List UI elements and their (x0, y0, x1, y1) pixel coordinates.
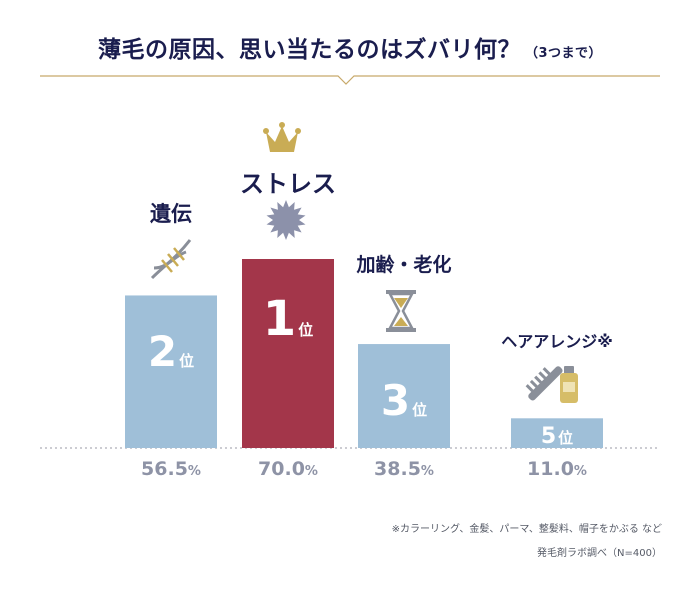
rank-number: 5 (540, 424, 557, 450)
bar-3 (358, 344, 450, 448)
icons-group (150, 122, 578, 403)
rank-suffix: 位 (558, 429, 574, 448)
percent-value: 38.5 (374, 458, 421, 480)
comb-and-tube-icon (525, 366, 578, 403)
percent-label: 11.0% (502, 458, 612, 480)
hourglass-icon (386, 290, 416, 332)
percent-label: 70.0% (233, 458, 343, 480)
rank-suffix: 位 (412, 401, 428, 420)
bar-4 (511, 418, 603, 448)
percent-label: 38.5% (349, 458, 459, 480)
percent-unit: % (187, 464, 201, 479)
chart-title: 薄毛の原因、思い当たるのはズバリ何？ （3つまで） (0, 30, 700, 64)
percent-value: 70.0 (258, 458, 305, 480)
category-label: ストレス (240, 170, 336, 198)
stress-burst-icon (266, 200, 306, 240)
rank-number: 1 (262, 291, 297, 347)
bar-2 (242, 259, 334, 448)
bars-group (125, 259, 603, 448)
chart-title-main: 薄毛の原因、思い当たるのはズバリ何？ (97, 37, 521, 63)
percent-value: 56.5 (141, 458, 188, 480)
percent-value: 11.0 (527, 458, 574, 480)
rank-suffix: 位 (298, 321, 314, 339)
bar-1 (125, 295, 217, 448)
rank-number: 3 (380, 376, 411, 426)
percent-unit: % (420, 464, 434, 479)
footnote: ※カラーリング、金髪、パーマ、整髪料、帽子をかぶる など (391, 524, 662, 535)
category-label: ヘアアレンジ※ (501, 332, 613, 351)
category-label: 加齢・老化 (356, 254, 452, 276)
percent-label: 56.5% (116, 458, 226, 480)
percent-unit: % (304, 464, 318, 479)
rank-number: 2 (147, 327, 178, 377)
rank-suffix: 位 (179, 352, 195, 371)
category-label: 遺伝 (150, 202, 192, 226)
crown-icon (263, 122, 301, 152)
source-note: 発毛剤ラボ調べ（N=400） (537, 548, 662, 559)
percent-unit: % (573, 464, 587, 479)
chart-title-sub: （3つまで） (524, 46, 603, 61)
title-underline (40, 75, 660, 85)
dna-icon (150, 239, 192, 280)
